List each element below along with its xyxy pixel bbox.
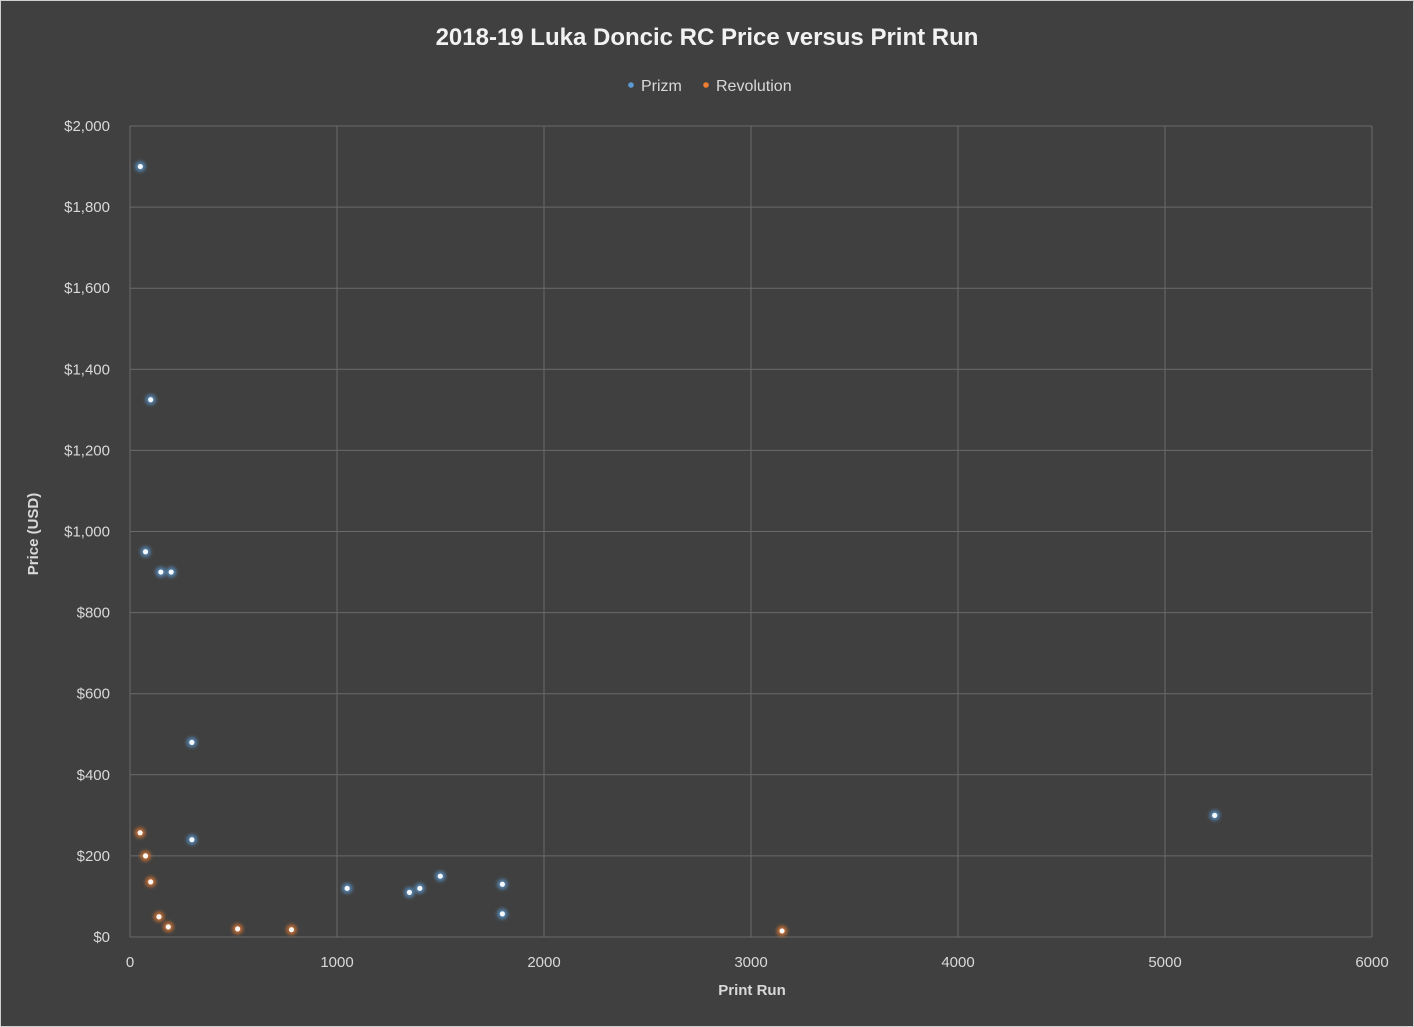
y-tick-label: $400 [77, 767, 110, 784]
x-tick-label: 6000 [1355, 954, 1388, 971]
data-point-prizm [404, 887, 415, 898]
y-tick-label: $1,200 [64, 442, 110, 459]
legend-label: Revolution [716, 78, 792, 95]
data-point-core [165, 924, 171, 930]
x-tick-label: 2000 [527, 954, 560, 971]
y-tick-label: $200 [77, 848, 110, 865]
data-point-revolution [153, 911, 165, 922]
data-point-revolution [145, 876, 156, 888]
legend: Prizm Revolution [628, 78, 792, 95]
x-tick-label: 0 [126, 954, 134, 971]
data-point-core [189, 739, 195, 745]
data-point-prizm [341, 883, 353, 894]
data-point-core [417, 885, 423, 891]
x-tick-label: 3000 [734, 954, 767, 971]
data-point-revolution [286, 924, 297, 935]
y-tick-label: $1,000 [64, 524, 110, 541]
data-point-revolution [163, 921, 174, 933]
data-point-prizm [497, 879, 508, 890]
data-point-core [288, 927, 295, 933]
data-point-prizm [165, 566, 177, 578]
data-points [134, 161, 1220, 937]
chart-title: 2018-19 Luka Doncic RC Price versus Prin… [436, 24, 979, 51]
data-point-revolution [134, 827, 146, 838]
y-axis-ticks: $0 $200 $400 $600 $800 $1,000 $1,200 $1,400 $1,6… [64, 118, 110, 946]
data-point-core [168, 569, 174, 575]
y-tick-label: $1,400 [64, 361, 110, 378]
data-point-core [406, 889, 413, 895]
x-tick-label: 4000 [941, 954, 974, 971]
y-tick-label: $2,000 [64, 118, 110, 135]
data-point-core [137, 830, 143, 836]
data-point-core [499, 911, 505, 917]
data-point-prizm [497, 908, 508, 920]
data-point-core [499, 881, 505, 887]
data-point-revolution [140, 850, 151, 862]
y-tick-label: $0 [93, 929, 110, 946]
data-point-core [148, 397, 154, 403]
x-axis-ticks: 0 1000 2000 3000 4000 5000 6000 [126, 954, 1389, 971]
data-point-core [137, 163, 143, 170]
data-point-prizm [186, 737, 198, 748]
data-point-revolution [232, 923, 243, 935]
data-point-prizm [155, 566, 167, 578]
legend-item-prizm: Prizm [628, 78, 682, 95]
data-point-prizm [145, 394, 156, 405]
data-point-prizm [140, 546, 151, 557]
data-point-core [156, 914, 162, 920]
x-tick-label: 5000 [1148, 954, 1181, 971]
y-tick-label: $600 [77, 686, 110, 703]
data-point-core [142, 853, 149, 859]
data-point-prizm [414, 883, 425, 894]
legend-item-revolution: Revolution [703, 78, 792, 95]
legend-marker [628, 82, 634, 88]
data-point-core [779, 928, 785, 934]
y-tick-label: $1,800 [64, 199, 110, 216]
data-point-core [158, 569, 164, 575]
data-point-prizm [186, 834, 198, 845]
data-point-revolution [776, 925, 788, 937]
data-point-core [142, 549, 149, 555]
data-point-core [189, 837, 195, 843]
legend-label: Prizm [641, 78, 682, 95]
gridlines [129, 125, 1373, 938]
y-axis-title: Price (USD) [25, 493, 42, 576]
data-point-core [1212, 812, 1218, 818]
data-point-prizm [435, 870, 446, 882]
data-point-core [344, 885, 350, 891]
legend-marker [703, 82, 709, 88]
x-tick-label: 1000 [320, 954, 353, 971]
data-point-prizm [135, 161, 146, 172]
data-point-core [148, 879, 154, 885]
y-tick-label: $1,600 [64, 280, 110, 297]
data-point-prizm [1209, 810, 1220, 821]
data-point-core [235, 926, 241, 932]
y-tick-label: $800 [77, 605, 110, 622]
data-point-core [437, 873, 443, 879]
x-axis-title: Print Run [718, 982, 786, 999]
